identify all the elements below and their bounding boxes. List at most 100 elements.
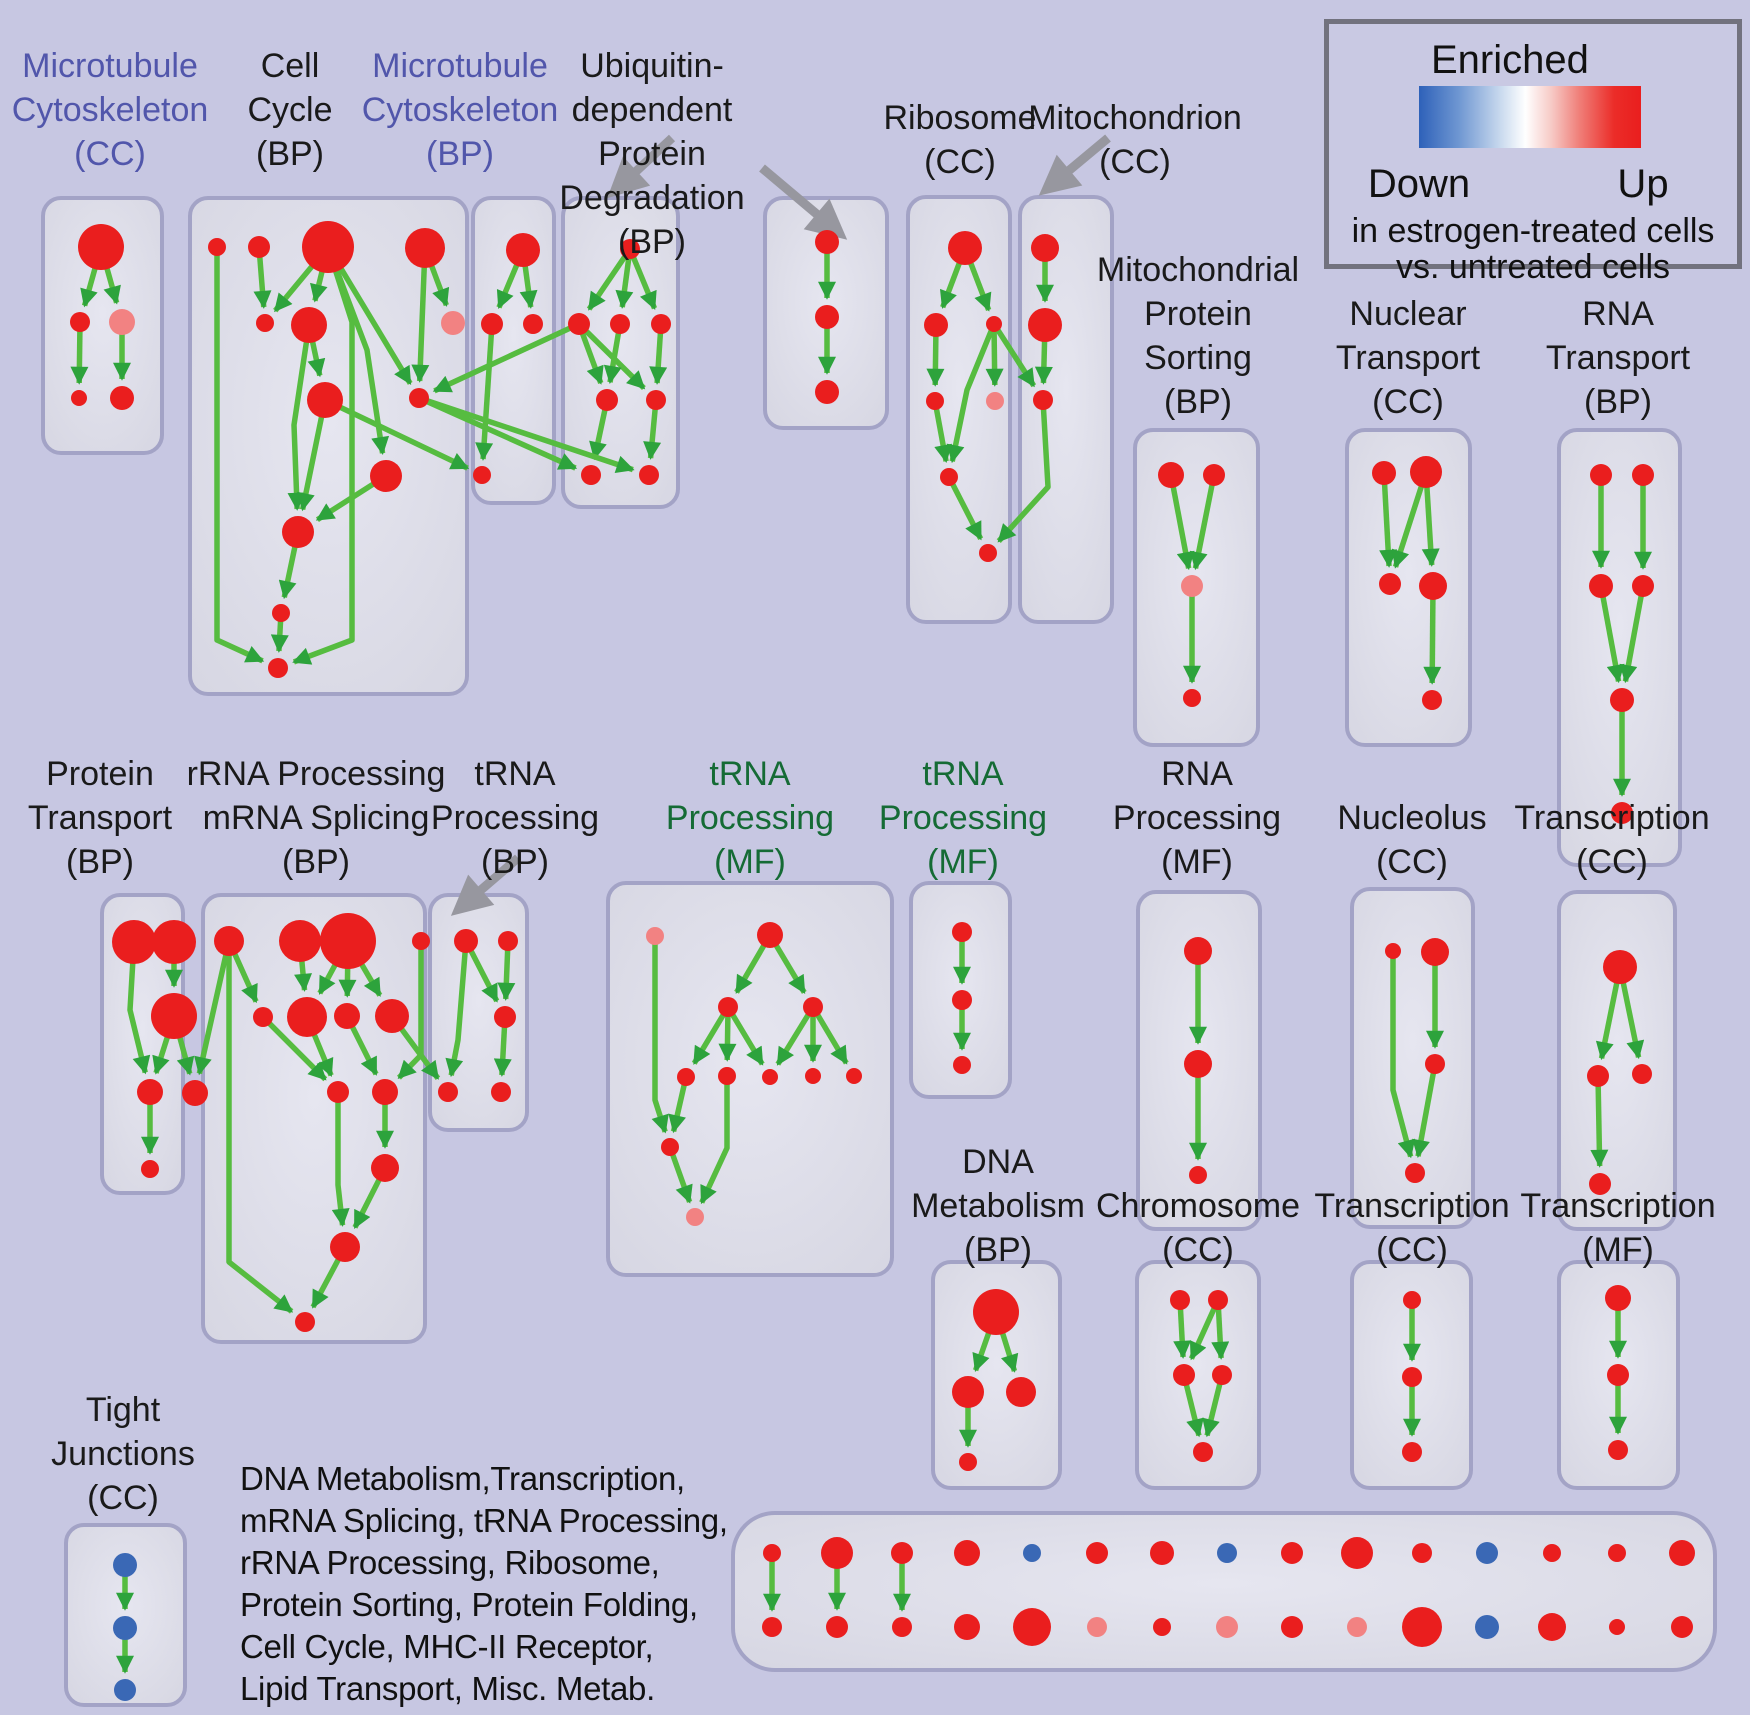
node-transcription-cc-upper-0 [1603,950,1637,984]
legend-note-line2: vs. untreated cells [1395,248,1671,286]
edge-arrow [1188,1298,1221,1361]
node-transcription-cc-upper-1 [1587,1065,1609,1087]
edge-arrow [946,322,997,464]
node-dna-metabolism-bp-2 [1006,1377,1036,1407]
node-nuclear-transport-cc-1 [1410,456,1442,488]
edge-arrow [331,1092,350,1227]
node-trna-processing-mf-large-3 [803,997,823,1017]
group-box-nucleolus-cc [1350,887,1475,1229]
group-box-chromosome-cc [1135,1260,1261,1490]
node-ribosome-cc-2 [986,316,1002,332]
node-dna-metabolism-bp-3 [959,1453,977,1471]
node-mitochondrial-protein-sorting-bp-0 [1158,462,1184,488]
edge-arrow [325,245,413,385]
node-mitochondrion-cc-0 [1031,234,1059,262]
node-mixed-terms-panel-23 [1281,1616,1303,1638]
node-rrna-processing-mrna-splicing-bp-7 [375,999,409,1033]
node-cell-cycle-bp-4 [256,314,274,332]
node-mitochondrion-cc-1 [1028,308,1062,342]
edge-arrow [691,1005,731,1065]
node-ribosome-cc-3 [926,392,944,410]
node-nuclear-transport-cc-2 [1379,573,1401,595]
edge-arrow [699,1076,730,1205]
node-chromosome-cc-2 [1173,1364,1195,1386]
node-cell-cycle-bp-5 [291,307,327,343]
edge-arrow [651,936,669,1134]
edge-arrow [475,323,495,461]
group-label-9: Protein Transport (BP) [27,755,173,881]
group-label-4: Ribosome (CC) [883,99,1037,181]
edge-arrow [991,322,1037,388]
node-mixed-terms-panel-8 [1281,1542,1303,1564]
edge-arrow [577,322,646,391]
node-trna-processing-mf-large-10 [686,1208,704,1226]
group-box-nuclear-transport-cc [1345,428,1472,747]
node-rna-transport-bp-0 [1590,464,1612,486]
node-ubiquitin-degradation-box-1-6 [581,465,601,485]
node-mitochondrial-protein-sorting-bp-3 [1183,689,1201,707]
node-dna-metabolism-bp-1 [952,1376,984,1408]
node-trna-processing-bp-4 [491,1082,511,1102]
group-label-20: Transcription (MF) [1520,1187,1716,1269]
group-label-15: Nucleolus (CC) [1337,799,1487,881]
group-box-transcription-cc-upper [1557,890,1677,1231]
node-rrna-processing-mrna-splicing-bp-9 [372,1079,398,1105]
node-protein-transport-bp-5 [141,1160,159,1178]
label-pointer-arrow [450,854,521,916]
edge-arrow [214,247,265,664]
node-mixed-terms-panel-21 [1153,1618,1171,1636]
node-rna-transport-bp-5 [1611,802,1633,824]
node-cell-cycle-bp-10 [282,516,314,548]
group-label-10: rRNA Processing mRNA Splicing (BP) [186,755,446,881]
node-trna-processing-bp-2 [494,1006,516,1028]
node-ubiquitin-degradation-box-1-2 [610,314,630,334]
node-rna-processing-mf-0 [1184,937,1212,965]
node-mixed-terms-panel-28 [1609,1619,1625,1635]
node-microtubule-cytoskeleton-cc-3 [71,390,87,406]
node-transcription-cc-lower-0 [1403,1291,1421,1309]
edge-arrow [1168,474,1195,571]
node-nucleolus-cc-2 [1425,1054,1445,1074]
node-mixed-terms-panel-25 [1402,1607,1442,1647]
group-box-microtubule-cytoskeleton-bp [471,196,556,505]
node-ribosome-cc-4 [986,392,1004,410]
group-label-14: RNA Processing (MF) [1112,755,1282,881]
node-cell-cycle-bp-8 [409,388,429,408]
legend-box: Enriched in... Down Up in estrogen-treat… [1324,19,1742,286]
node-trna-processing-mf-small-0 [952,922,972,942]
node-ubiquitin-degradation-box-2-2 [815,380,839,404]
node-cell-cycle-bp-7 [307,382,343,418]
edge-arrow [445,940,469,1078]
node-nucleolus-cc-1 [1421,938,1449,966]
edge-arrow [194,940,232,1076]
group-label-12: tRNA Processing (MF) [665,755,835,881]
group-label-6: Mitochondrial Protein Sorting (BP) [1096,251,1300,421]
node-trna-processing-mf-small-2 [953,1056,971,1074]
node-mixed-terms-panel-11 [1476,1542,1498,1564]
node-nucleolus-cc-3 [1405,1163,1425,1183]
node-mixed-terms-panel-12 [1543,1544,1561,1562]
node-ribosome-cc-5 [940,468,958,486]
node-mitochondrial-protein-sorting-bp-2 [1181,575,1203,597]
node-ribosome-cc-0 [948,231,982,265]
gray-annotation-arrows-layer [450,134,1111,916]
node-mixed-terms-panel-22 [1216,1616,1238,1638]
edge-arrow [292,246,355,665]
node-rna-transport-bp-1 [1632,464,1654,486]
group-box-microtubule-cytoskeleton-cc [41,196,164,455]
node-tight-junctions-cc-2 [114,1679,136,1701]
group-label-1: Cell Cycle (BP) [247,47,333,173]
node-rrna-processing-mrna-splicing-bp-0 [214,926,244,956]
node-mixed-terms-panel-3 [954,1540,980,1566]
node-mixed-terms-panel-0 [763,1544,781,1562]
node-trna-processing-bp-0 [454,929,478,953]
node-transcription-mf-2 [1608,1440,1628,1460]
node-ubiquitin-degradation-box-1-3 [651,314,671,334]
node-microtubule-cytoskeleton-cc-0 [78,224,124,270]
node-trna-processing-mf-large-0 [646,927,664,945]
edge-arrow [1619,585,1646,684]
group-box-trna-processing-mf-small [909,881,1012,1099]
group-label-16: Transcription (CC) [1514,799,1710,881]
node-rna-transport-bp-2 [1589,574,1613,598]
edge-arrow [1390,951,1416,1159]
